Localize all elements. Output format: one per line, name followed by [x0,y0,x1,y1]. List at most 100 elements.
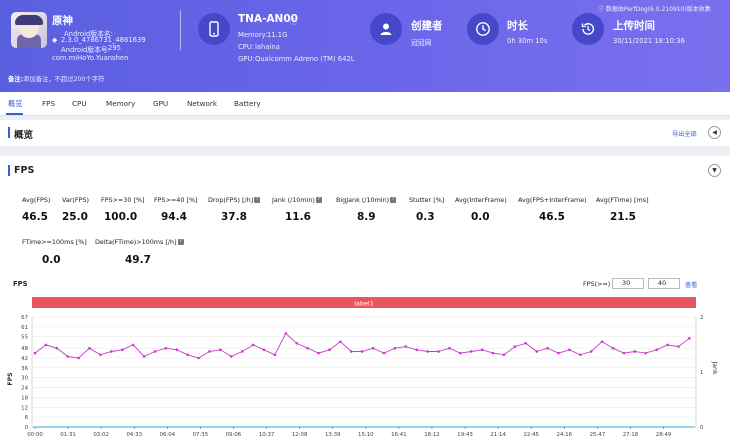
report-header: 原神 Android版本名: ◆ 2.3.0_4786731_4861639 A… [0,0,730,92]
fps-data-point [306,346,309,350]
user-icon [370,13,402,45]
fps-data-point [469,350,473,353]
fps-data-point [230,355,233,358]
upload-time-label: 上传时间 [613,20,655,32]
threshold-input-1[interactable]: 30 [612,278,644,289]
memory-value: 11.1G [267,31,288,39]
x-tick-label: 06:04 [160,432,176,438]
fps-data-point [219,348,222,352]
tab-fps[interactable]: FPS [42,99,56,108]
tab-network[interactable]: Network [187,99,218,108]
fps-data-point [382,351,386,355]
x-tick-label: 12:08 [292,432,308,438]
fps-data-point [33,351,37,355]
app-name: 原神 [52,15,73,27]
x-tick-label: 27:18 [623,432,639,438]
fps-data-point [197,356,200,360]
x-tick-label: 04:33 [126,432,142,438]
metric-value: 8.9 [357,211,376,223]
fps-data-point [677,345,680,348]
fps-data-point [349,350,353,353]
phone-icon [198,13,230,45]
threshold-input-2[interactable]: 40 [648,278,680,289]
fps-data-point [240,350,244,353]
fps-data-point [513,345,517,348]
x-tick-label: 19:43 [457,432,473,438]
y-tick-label: 6 [25,415,29,421]
creator-label: 创建者 [411,20,443,32]
x-tick-label: 03:02 [93,432,109,438]
help-icon[interactable]: ? [177,239,184,245]
fps-data-point [437,350,440,353]
help-icon[interactable]: ? [315,197,322,203]
fps-data-point [99,353,102,357]
tab-battery[interactable]: Battery [234,99,261,108]
info-icon[interactable]: ⓘ [290,18,297,26]
help-icon[interactable]: ? [254,197,261,203]
fps-data-point [295,341,299,345]
x-tick-label: 10:37 [259,432,275,438]
fps-data-point [66,355,70,358]
metric-label: Avg(FPS+InterFrame) [518,196,587,204]
fps-data-point [142,355,146,358]
fps-data-point [557,351,560,355]
x-tick-label: 00:00 [27,432,43,438]
fps-data-point [502,353,506,357]
fps-data-point [448,346,451,350]
tab-cpu[interactable]: CPU [72,99,87,108]
tab-memory[interactable]: Memory [106,99,136,108]
fps-data-point [480,348,484,352]
label-band-text: label1 [354,300,374,308]
metric-label: Delta(FTime)>100ms [/h]? [95,238,184,246]
android-icon: ◆ [52,36,58,44]
cpu-value: lahaina [255,43,280,51]
tab-overview[interactable]: 概览 [8,99,23,108]
fps-data-point [491,351,495,355]
collapse-down-icon[interactable]: ▼ [708,164,721,177]
header-divider [180,10,181,50]
overview-title: 概览 [14,130,34,141]
x-tick-label: 25:47 [590,432,606,438]
section-accent [8,165,10,176]
fps-data-point [55,346,59,350]
metric-label: BigJank (/10min)? [336,196,397,204]
fps-data-point [251,343,255,347]
fps-data-point [459,351,462,355]
y-tick-label: 36 [21,366,28,372]
remark[interactable]: 备注:添加备注，不超过200个字符 [8,76,105,83]
fps-data-point [262,348,266,352]
section-accent [8,127,10,138]
fps-data-point [633,350,637,353]
collapse-left-icon[interactable]: ◀ [708,126,721,139]
package-name: com.miHoYo.Yuanshen [52,54,129,62]
help-icon[interactable]: ? [390,197,397,203]
export-all-link[interactable]: 导出全部 [672,131,697,138]
fps-data-point [524,341,528,345]
fps-data-point [164,346,168,350]
fps-data-point [44,343,48,347]
metric-value: 11.6 [285,211,311,223]
fps-data-point [77,356,80,360]
query-button[interactable]: 查看 [685,282,698,289]
y-tick-label: 67 [21,315,28,321]
label-band [32,297,696,308]
fps-data-point [208,350,211,353]
metric-value: 25.0 [62,211,88,223]
fps-data-point [404,345,408,348]
metric-value: 49.7 [125,254,151,266]
fps-data-point [131,343,135,347]
clock-icon [467,13,499,45]
duration-value: 0h 30m 10s [507,37,548,45]
metric-label: Stutter [%] [409,196,445,204]
app-icon [11,12,47,48]
metric-label: FPS>=40 [%] [154,196,198,204]
y-tick-label: 61 [21,325,28,331]
tab-gpu[interactable]: GPU [153,99,169,108]
history-icon [572,13,604,45]
chart-title: FPS [13,280,28,288]
metric-value: 94.4 [161,211,187,223]
android-version-code: 295 [108,44,121,52]
metric-value: 46.5 [539,211,565,223]
fps-data-point [317,351,320,355]
fps-data-point [535,350,538,353]
